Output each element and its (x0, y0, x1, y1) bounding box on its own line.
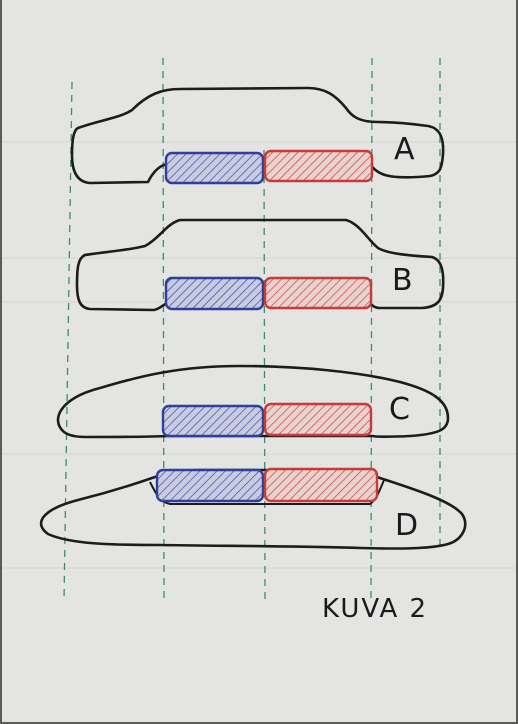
shape-a-outline (70, 86, 445, 185)
shape-b: B (75, 218, 445, 312)
shape-c-outline (56, 364, 450, 439)
shape-d-blue-block (155, 468, 265, 503)
shape-b-label: B (392, 263, 413, 298)
shape-d: D (39, 467, 467, 550)
shape-b-outline (75, 218, 445, 312)
shape-d-inner-line (149, 479, 385, 505)
shape-c-blue-block (161, 404, 265, 438)
shape-c: C (56, 364, 450, 439)
guide-lines (63, 57, 441, 601)
shape-a: A (70, 86, 445, 185)
shape-d-label: D (395, 508, 418, 543)
shape-b-red-block (263, 276, 373, 310)
guide-line-3 (263, 149, 266, 601)
shape-b-blue-block (164, 276, 265, 311)
shape-d-red-block (263, 467, 379, 503)
figure-caption: KUVA 2 (322, 594, 428, 624)
shape-a-label: A (394, 132, 415, 167)
shape-a-blue-block (164, 151, 265, 185)
shape-c-label: C (389, 392, 410, 427)
guide-line-1 (63, 81, 73, 601)
shape-d-outline (39, 468, 467, 550)
shape-a-red-block (263, 149, 374, 183)
shape-c-red-block (263, 402, 373, 437)
